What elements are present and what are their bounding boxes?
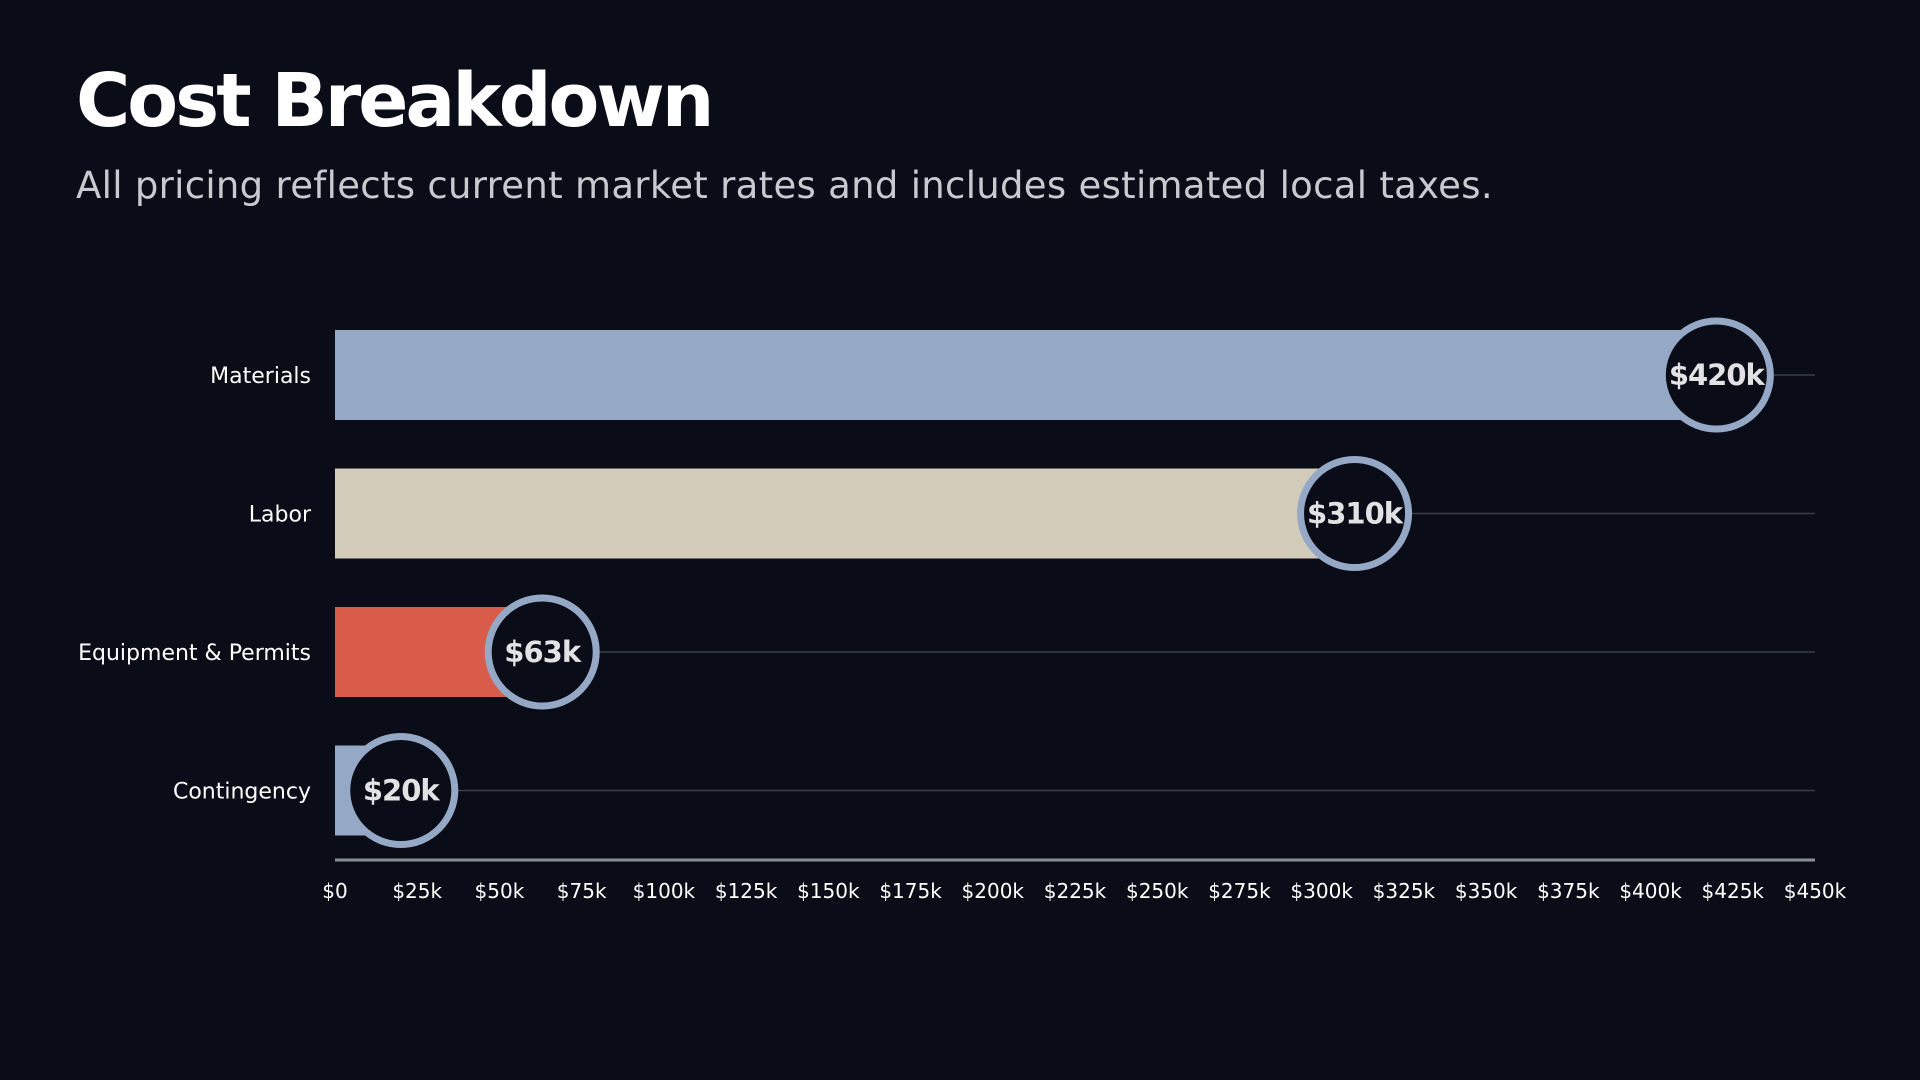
- x-tick-label: $425k: [1702, 879, 1765, 903]
- x-tick-label: $75k: [557, 879, 607, 903]
- value-marker: [1658, 317, 1774, 433]
- category-label: Contingency: [173, 780, 311, 805]
- category-label: Labor: [249, 503, 312, 528]
- x-tick-label: $150k: [797, 879, 860, 903]
- value-marker: [484, 594, 600, 710]
- page-title: Cost Breakdown: [76, 58, 714, 144]
- x-tick-label: $25k: [392, 879, 442, 903]
- data-label: $420k: [1669, 358, 1766, 392]
- data-label: $310k: [1307, 497, 1404, 531]
- value-marker: [1297, 456, 1413, 571]
- x-tick-label: $375k: [1537, 879, 1600, 903]
- bar-1: [335, 468, 1355, 559]
- value-marker: [343, 733, 459, 848]
- category-label: Equipment & Permits: [78, 641, 311, 666]
- x-tick-label: $400k: [1619, 879, 1682, 903]
- x-tick-label: $100k: [633, 879, 696, 903]
- x-tick-label: $300k: [1290, 879, 1353, 903]
- x-tick-label: $200k: [962, 879, 1025, 903]
- x-tick-label: $0: [322, 879, 347, 903]
- data-label: $20k: [363, 774, 441, 808]
- x-tick-label: $225k: [1044, 879, 1107, 903]
- x-tick-label: $125k: [715, 879, 778, 903]
- data-label: $63k: [504, 635, 582, 669]
- bar-0: [335, 330, 1717, 420]
- x-tick-label: $50k: [475, 879, 525, 903]
- x-tick-label: $325k: [1373, 879, 1436, 903]
- page-subtitle: All pricing reflects current market rate…: [76, 164, 1493, 207]
- x-tick-label: $175k: [879, 879, 942, 903]
- x-tick-label: $450k: [1784, 879, 1847, 903]
- x-tick-label: $275k: [1208, 879, 1271, 903]
- x-tick-label: $350k: [1455, 879, 1518, 903]
- category-label: Materials: [210, 364, 311, 389]
- x-tick-label: $250k: [1126, 879, 1189, 903]
